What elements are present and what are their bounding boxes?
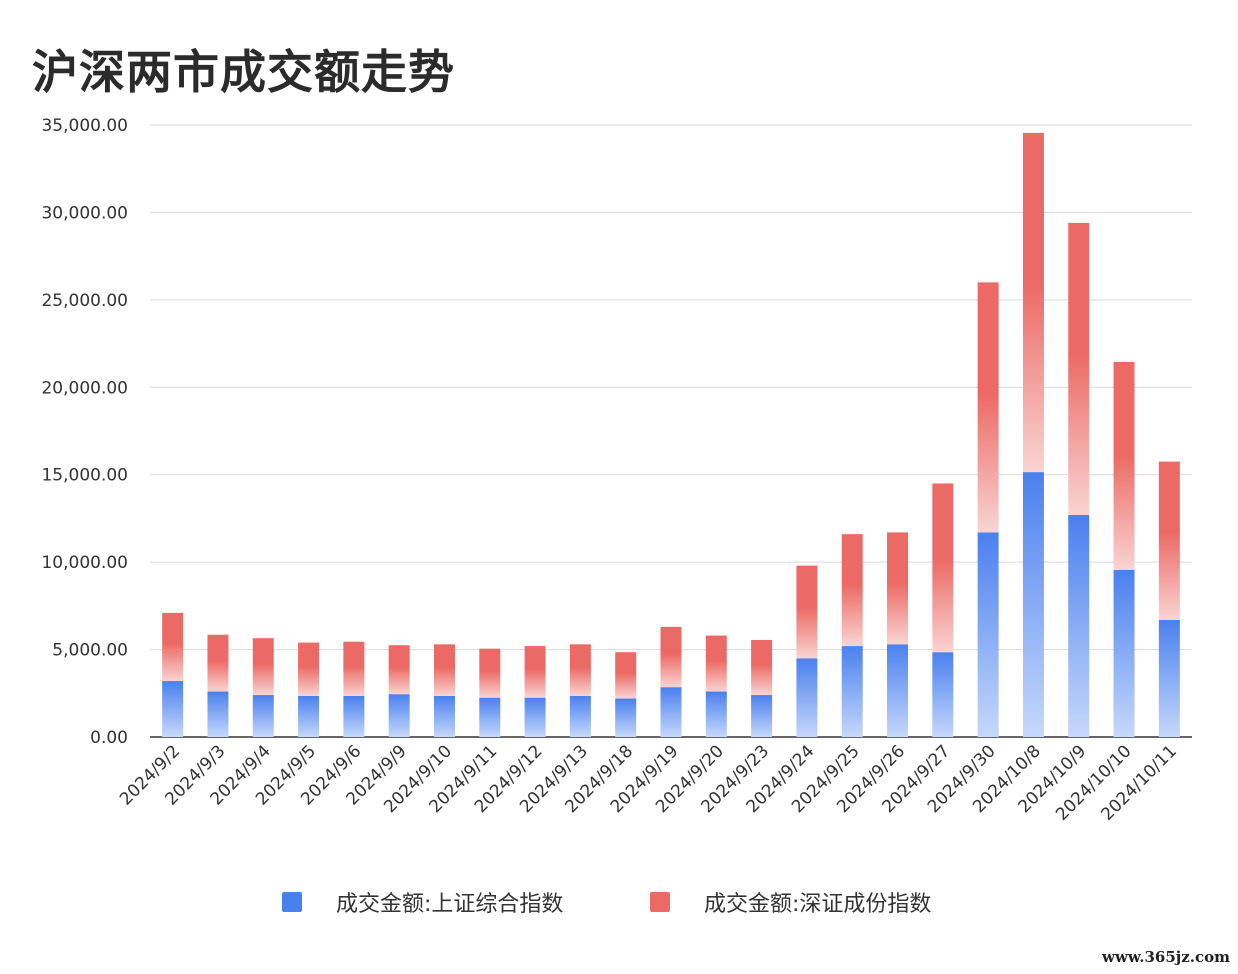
bar-sz-15 <box>841 534 863 647</box>
bar-sh-6 <box>433 695 455 737</box>
bar-sz-21 <box>1113 361 1135 571</box>
bar-sz-19 <box>1022 132 1044 473</box>
bar-sh-11 <box>660 687 682 737</box>
bar-sz-10 <box>615 652 637 699</box>
bar-sz-4 <box>343 641 365 696</box>
watermark: www.365jz.com <box>1102 948 1230 966</box>
bar-sh-2 <box>252 695 274 737</box>
bar-sz-6 <box>433 644 455 696</box>
y-tick-label: 25,000.00 <box>41 291 128 311</box>
bar-sh-8 <box>524 697 546 737</box>
bar-sh-14 <box>796 658 818 737</box>
bar-sz-0 <box>162 612 184 682</box>
bar-sh-3 <box>298 695 320 737</box>
y-tick-label: 35,000.00 <box>41 116 128 136</box>
bar-sz-13 <box>751 639 773 696</box>
bar-sh-9 <box>569 695 591 737</box>
bar-sh-20 <box>1068 514 1090 737</box>
bar-sz-16 <box>887 532 909 645</box>
legend-swatch-sh <box>282 892 302 912</box>
bar-sh-21 <box>1113 570 1135 737</box>
chart-title: 沪深两市成交额走势 <box>32 45 455 99</box>
legend-label-sz: 成交金额:深证成份指数 <box>704 892 932 917</box>
bar-sz-1 <box>207 634 229 692</box>
bar-sz-2 <box>252 638 274 696</box>
legend: 成交金额:上证综合指数 成交金额:深证成份指数 <box>0 886 1238 918</box>
bar-sh-4 <box>343 695 365 737</box>
y-tick-label: 0.00 <box>90 728 128 748</box>
bar-sz-9 <box>569 644 591 696</box>
legend-swatch-sz <box>650 892 670 912</box>
bar-sh-18 <box>977 532 999 737</box>
bar-sh-12 <box>705 691 727 737</box>
y-tick-label: 15,000.00 <box>41 466 128 486</box>
bar-sh-10 <box>615 698 637 737</box>
bar-sz-5 <box>388 645 410 695</box>
bar-sz-17 <box>932 483 954 653</box>
y-tick-label: 30,000.00 <box>41 203 128 223</box>
bar-sz-14 <box>796 565 818 659</box>
bar-sh-7 <box>479 697 501 737</box>
y-tick-label: 20,000.00 <box>41 378 128 398</box>
bar-sz-20 <box>1068 222 1090 515</box>
x-axis: 2024/9/22024/9/32024/9/42024/9/52024/9/6… <box>116 741 1181 824</box>
y-axis: 0.00 5,000.00 10,000.00 15,000.00 20,000.00 2… <box>41 116 128 748</box>
bar-sz-8 <box>524 646 546 698</box>
bar-sh-13 <box>751 695 773 737</box>
bar-sh-1 <box>207 691 229 737</box>
legend-label-sh: 成交金额:上证综合指数 <box>336 892 564 917</box>
bar-sz-7 <box>479 648 501 698</box>
legend-item-sh: 成交金额:上证综合指数 <box>282 886 563 918</box>
bar-sh-5 <box>388 694 410 737</box>
bar-sz-22 <box>1158 461 1180 620</box>
y-tick-label: 10,000.00 <box>41 553 128 573</box>
bar-sh-15 <box>841 646 863 737</box>
bar-sh-19 <box>1022 472 1044 737</box>
bar-sz-11 <box>660 626 682 688</box>
bars <box>162 132 1180 737</box>
bar-sh-22 <box>1158 619 1180 737</box>
bar-sh-0 <box>162 681 184 737</box>
bar-sz-18 <box>977 282 999 533</box>
bar-sh-17 <box>932 652 954 737</box>
bar-sh-16 <box>887 644 909 737</box>
bar-sz-3 <box>298 642 320 696</box>
y-tick-label: 5,000.00 <box>52 641 128 661</box>
legend-item-sz: 成交金额:深证成份指数 <box>650 886 931 918</box>
bar-sz-12 <box>705 635 727 692</box>
